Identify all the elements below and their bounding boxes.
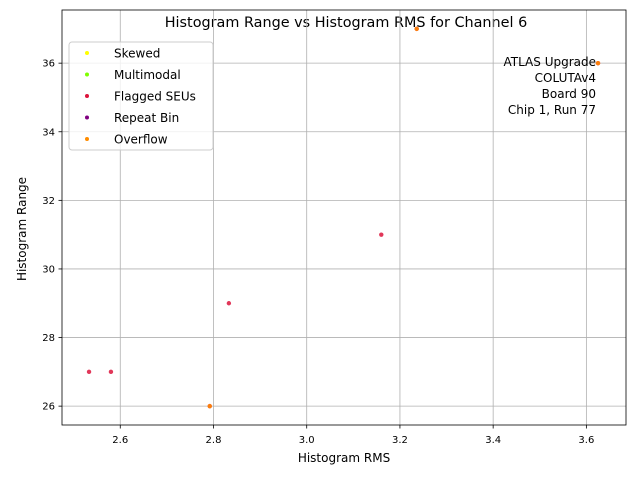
y-tick-label: 36: [42, 59, 55, 70]
legend-marker: [85, 51, 89, 55]
legend-marker: [85, 137, 89, 141]
x-tick-label: 2.8: [206, 435, 222, 446]
legend-marker: [85, 115, 89, 120]
y-tick-label: 26: [42, 402, 55, 413]
annotation: ATLAS Upgrade COLUTAv4 Board 90 Chip 1, Run…: [503, 55, 596, 117]
data-points: [86, 26, 601, 409]
x-axis-label: Histogram RMS: [298, 451, 390, 465]
annotation-line: Board 90: [542, 87, 596, 101]
legend: Skewed Multimodal Flagged SEUs Repeat Bin Ov…: [68, 41, 214, 151]
data-point: [414, 26, 419, 32]
legend-label: Flagged SEUs: [114, 90, 196, 104]
x-tick-label: 3.6: [578, 435, 594, 446]
y-axis-label: Histogram Range: [15, 177, 29, 281]
x-tick-label: 2.6: [112, 435, 128, 446]
data-point: [86, 369, 92, 375]
y-tick-label: 30: [42, 264, 55, 275]
legend-label: Overflow: [114, 133, 168, 147]
axis-ticks: 2.6 2.8 3.0 3.2 3.4 3.6 26 28 30 32 34 36: [42, 59, 594, 446]
x-tick-label: 3.0: [299, 435, 315, 446]
y-tick-label: 32: [42, 196, 55, 207]
grid: [62, 10, 626, 425]
data-point: [379, 232, 384, 237]
legend-box: [68, 41, 214, 151]
data-point: [226, 301, 232, 306]
annotation-line: Chip 1, Run 77: [508, 103, 596, 117]
x-tick-label: 3.2: [392, 435, 408, 446]
annotation-line: ATLAS Upgrade: [503, 55, 596, 69]
plot-frame: [61, 9, 627, 426]
y-tick-label: 28: [42, 333, 55, 344]
data-point: [108, 369, 114, 375]
chart-title: Histogram Range vs Histogram RMS for Cha…: [165, 15, 528, 31]
legend-label: Repeat Bin: [114, 111, 179, 125]
legend-label: Skewed: [114, 47, 160, 61]
data-point: [595, 60, 601, 66]
y-tick-label: 34: [42, 127, 55, 138]
data-point: [207, 403, 212, 409]
x-tick-label: 3.4: [485, 435, 501, 446]
legend-marker: [85, 72, 89, 77]
legend-marker: [85, 94, 89, 98]
legend-label: Multimodal: [114, 68, 181, 82]
annotation-line: COLUTAv4: [535, 71, 596, 85]
